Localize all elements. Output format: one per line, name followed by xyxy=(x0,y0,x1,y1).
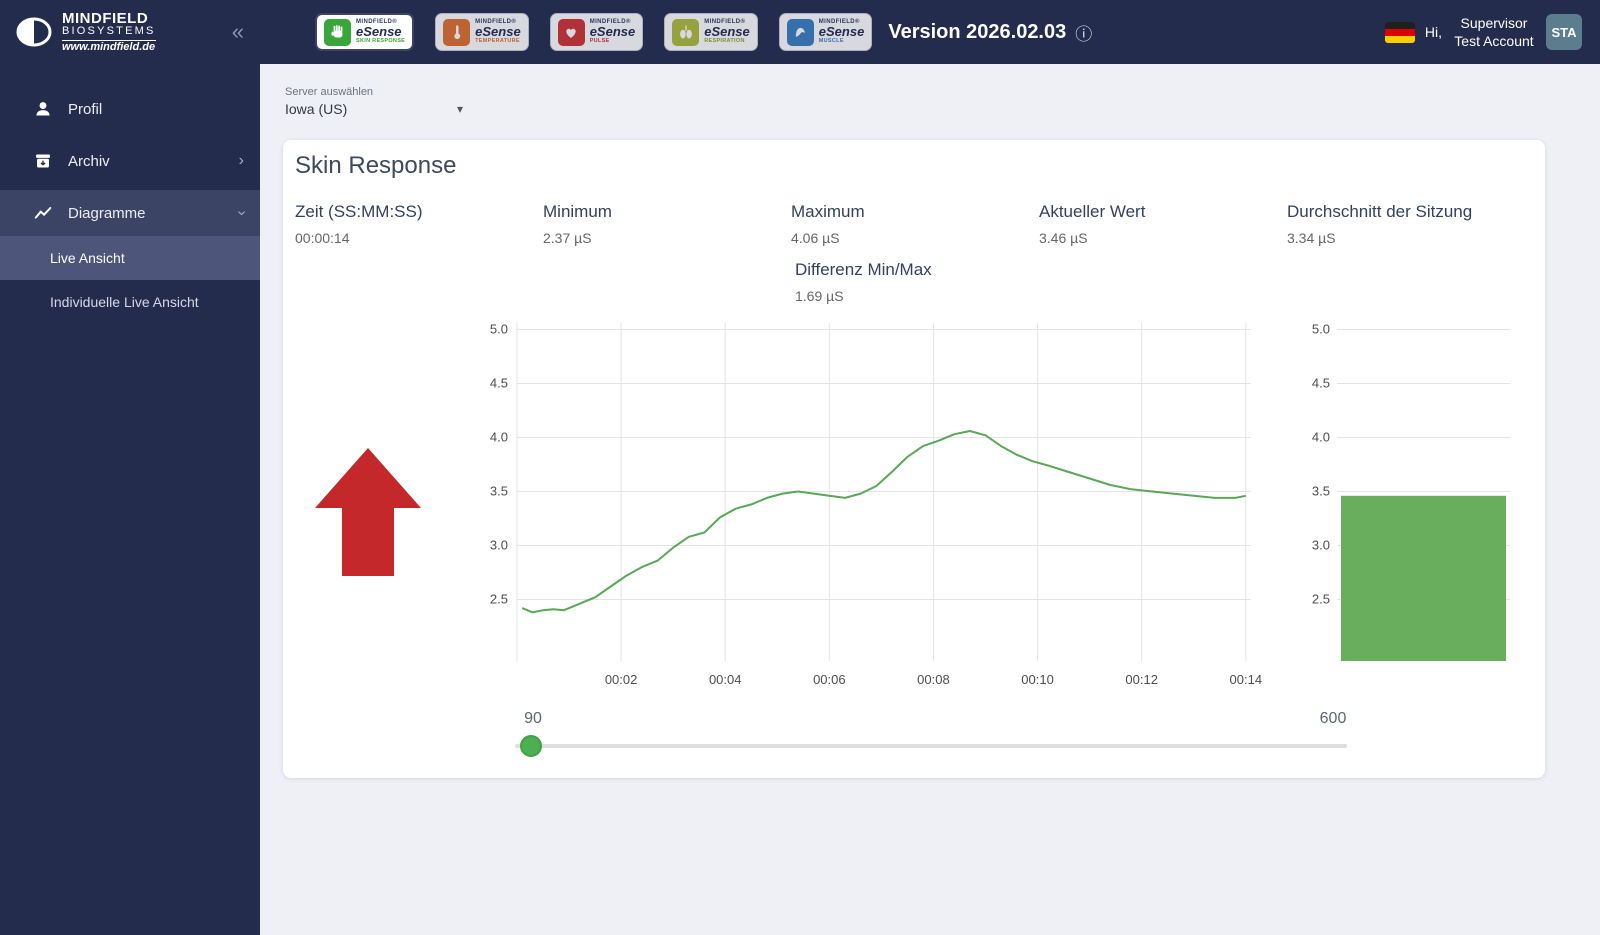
svg-text:5.0: 5.0 xyxy=(1312,321,1330,336)
svg-text:00:12: 00:12 xyxy=(1125,672,1158,687)
svg-text:4.5: 4.5 xyxy=(490,375,508,390)
sidebar-subitem-individuelle-live-ansicht[interactable]: Individuelle Live Ansicht xyxy=(50,294,199,310)
stat-differenz-min-max: Differenz Min/Max 1.69 µS xyxy=(795,260,932,304)
heart-icon xyxy=(557,18,585,46)
chevron-right-icon: › xyxy=(238,152,244,169)
time-window-slider-track[interactable] xyxy=(515,744,1347,748)
server-select-value: Iowa (US) xyxy=(285,101,348,117)
product-title: eSense xyxy=(589,24,636,40)
account-name: Supervisor Test Account xyxy=(1454,14,1534,49)
slider-min-label: 90 xyxy=(524,710,542,727)
trend-up-arrow xyxy=(315,448,421,576)
sidebar: Profil Archiv › Diagramme › Live Ansicht… xyxy=(0,64,260,935)
version-text: Version 2026.02.03 xyxy=(888,20,1067,43)
sidebar-collapse-icon[interactable]: « xyxy=(231,19,244,44)
svg-text:00:06: 00:06 xyxy=(813,672,846,687)
product-tab-skin-response[interactable]: MINDFIELD® eSense SKIN RESPONSE xyxy=(315,13,415,51)
product-subtitle: RESPIRATION xyxy=(704,38,745,45)
stat-maximum: Maximum 4.06 µS xyxy=(791,202,865,246)
svg-text:00:02: 00:02 xyxy=(605,672,638,687)
product-brand: MINDFIELD® xyxy=(818,19,860,26)
version-zone: Version 2026.02.03 ⓘ xyxy=(888,20,1092,45)
dropdown-caret-icon: ▾ xyxy=(456,102,463,116)
stats-row: Zeit (SS:MM:SS) 00:00:14 Minimum 2.37 µS… xyxy=(295,202,1472,246)
stat-zeit: Zeit (SS:MM:SS) 00:00:14 xyxy=(295,202,423,246)
svg-text:00:10: 00:10 xyxy=(1021,672,1054,687)
app-header: MINDFIELD BIOSYSTEMS www.mindfield.de « … xyxy=(0,0,1600,64)
stat-durchschnitt: Durchschnitt der Sitzung 3.34 µS xyxy=(1287,202,1473,246)
sidebar-item-label: Profil xyxy=(68,100,103,118)
person-icon xyxy=(36,102,50,116)
avatar[interactable]: STA xyxy=(1546,14,1582,50)
product-subtitle: SKIN RESPONSE xyxy=(356,38,406,45)
account-zone: Hi, Supervisor Test Account STA xyxy=(1384,14,1600,50)
logo-line1: MINDFIELD xyxy=(62,9,149,27)
info-icon[interactable]: ⓘ xyxy=(1075,24,1093,44)
chart-icon xyxy=(34,207,52,219)
product-tabs: MINDFIELD® eSense SKIN RESPONSE MINDFIEL… xyxy=(315,13,873,51)
time-window-slider-thumb[interactable] xyxy=(520,735,542,757)
product-tab-pulse[interactable]: MINDFIELD® eSense PULSE xyxy=(549,13,644,51)
product-brand: MINDFIELD® xyxy=(475,19,517,26)
skin-response-card: Skin Response Zeit (SS:MM:SS) 00:00:14 M… xyxy=(283,140,1545,778)
svg-text:3.0: 3.0 xyxy=(1312,537,1330,552)
svg-text:2.5: 2.5 xyxy=(490,591,508,606)
product-title: eSense xyxy=(356,24,402,40)
sidebar-subitem-live-ansicht[interactable]: Live Ansicht xyxy=(0,236,260,280)
product-brand: MINDFIELD® xyxy=(589,19,631,26)
svg-text:2.5: 2.5 xyxy=(1312,591,1330,606)
svg-text:3.0: 3.0 xyxy=(490,537,508,552)
lungs-icon xyxy=(672,18,700,46)
mindfield-logo-icon xyxy=(16,17,52,47)
card-title: Skin Response xyxy=(295,152,457,179)
logo-line2: BIOSYSTEMS xyxy=(62,25,156,38)
product-title: eSense xyxy=(475,24,521,40)
product-subtitle: PULSE xyxy=(589,38,610,45)
muscle-icon xyxy=(786,18,814,46)
svg-text:4.0: 4.0 xyxy=(490,429,508,444)
svg-text:3.5: 3.5 xyxy=(1312,483,1330,498)
stat-aktueller-wert: Aktueller Wert 3.46 µS xyxy=(1039,202,1146,246)
product-subtitle: MUSCLE xyxy=(818,38,844,45)
sidebar-item-diagramme[interactable]: Diagramme › xyxy=(0,190,260,236)
stat-minimum: Minimum 2.37 µS xyxy=(543,202,612,246)
product-title: eSense xyxy=(818,24,865,40)
product-tab-muscle[interactable]: MINDFIELD® eSense MUSCLE xyxy=(778,13,873,51)
archive-icon xyxy=(36,154,50,168)
logo-url: www.mindfield.de xyxy=(62,39,156,53)
product-brand: MINDFIELD® xyxy=(356,19,398,26)
logo-zone: MINDFIELD BIOSYSTEMS www.mindfield.de « xyxy=(0,9,260,54)
greeting-text: Hi, xyxy=(1424,24,1442,40)
product-tab-temperature[interactable]: MINDFIELD® eSense TEMPERATURE xyxy=(435,13,529,51)
svg-text:00:08: 00:08 xyxy=(917,672,950,687)
svg-text:4.5: 4.5 xyxy=(1312,375,1330,390)
svg-text:5.0: 5.0 xyxy=(490,321,508,336)
sidebar-item-archiv[interactable]: Archiv › xyxy=(0,138,260,184)
chevron-down-icon: › xyxy=(233,210,251,216)
svg-text:3.5: 3.5 xyxy=(490,483,508,498)
mindfield-logo[interactable]: MINDFIELD BIOSYSTEMS www.mindfield.de xyxy=(14,9,156,54)
main-content: Server auswählen Iowa (US) ▾ Skin Respon… xyxy=(260,64,1600,935)
german-flag-icon[interactable] xyxy=(1384,21,1415,43)
current-value-bar-chart: 2.5 3.0 3.5 4.0 4.5 5.0 xyxy=(1301,315,1516,695)
svg-text:00:04: 00:04 xyxy=(709,672,742,687)
svg-text:4.0: 4.0 xyxy=(1312,429,1330,444)
product-brand: MINDFIELD® xyxy=(704,19,746,26)
skin-response-line-chart: 2.5 3.0 3.5 4.0 4.5 5.0 00:02 00:04 00:06 00:08 00… xyxy=(473,315,1263,695)
sidebar-item-label: Diagramme xyxy=(68,204,146,222)
server-select[interactable]: Server auswählen Iowa (US) ▾ xyxy=(285,86,463,117)
thermometer-icon xyxy=(443,18,471,46)
svg-text:00:14: 00:14 xyxy=(1230,672,1263,687)
sidebar-section-diagramme: Diagramme › Live Ansicht xyxy=(0,190,260,280)
slider-max-label: 600 xyxy=(1319,710,1347,727)
product-title: eSense xyxy=(704,24,750,40)
server-select-label: Server auswählen xyxy=(285,86,374,98)
sidebar-item-profil[interactable]: Profil xyxy=(0,86,260,132)
product-subtitle: TEMPERATURE xyxy=(475,38,520,45)
hand-icon xyxy=(324,18,351,46)
sidebar-item-label: Archiv xyxy=(68,152,110,170)
product-tab-respiration[interactable]: MINDFIELD® eSense RESPIRATION xyxy=(664,13,758,51)
